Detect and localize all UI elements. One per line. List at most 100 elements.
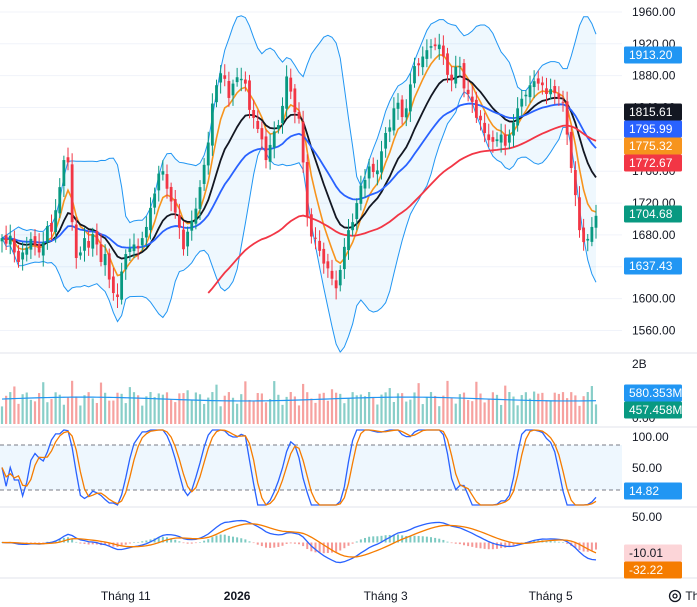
macd-histogram-bar [384,535,387,543]
candle [177,203,181,239]
volume-bar [5,395,8,424]
candle [264,129,268,169]
macd-histogram-bar [467,542,470,547]
volume-bar [281,404,284,424]
volume-bar [269,398,272,424]
macd-histogram-bar [331,542,333,553]
volume-bar [372,397,375,424]
macd-histogram-bar [549,540,552,543]
candle [268,134,272,170]
candle [124,249,128,280]
macd-histogram-bar [223,534,226,543]
macd-histogram-bar [298,542,300,545]
volume-bar [545,400,548,424]
volume-bar [54,392,57,424]
time-axis[interactable]: Tháng 11 2026 Tháng 3 Tháng 5 Tháng 7 [101,589,697,603]
candle-body [149,207,152,231]
candle [149,197,152,240]
volume-bar [586,392,589,424]
candle [190,210,194,241]
volume-bar [302,383,305,424]
macd-histogram-bar [413,535,416,543]
price-tag: 1913.20 [624,46,682,64]
volume-bar [512,396,515,424]
volume-bar [50,399,53,424]
candle-body [437,44,441,50]
candle-body [87,241,91,248]
candle [590,217,594,247]
candle-body [66,157,70,163]
candle [276,119,280,134]
volume-bar [273,381,276,424]
candle [359,175,363,211]
candle [252,99,256,129]
macd-histogram-bar [491,542,494,550]
candle-body [384,132,388,149]
candle-body [549,89,553,95]
candle [433,37,437,51]
macd-histogram-bar [417,535,420,543]
candle [128,238,132,261]
candle-body [252,109,256,118]
candle-body [182,229,185,250]
volume-bar [141,405,144,424]
candle [260,121,264,151]
candle-body [516,108,520,126]
candle-body [50,222,53,232]
volume-bar [223,395,226,424]
candle [37,233,41,258]
macd-histogram-bar [145,540,148,543]
volume-tag-bg [624,401,682,419]
volume-bar [388,388,391,424]
price-tag-bg [624,103,682,121]
volume-bar [442,395,445,424]
candle [561,90,565,112]
candle-body [120,271,124,300]
candle-body [380,151,383,173]
macd-histogram-bar [438,538,441,543]
macd-histogram-bar [302,542,305,547]
candle [29,232,33,259]
macd-histogram-bar [194,542,197,544]
settings-icon[interactable] [668,589,682,603]
candle [91,227,95,257]
volume-bar [590,386,593,424]
candle-body [441,45,445,57]
candle-body [355,203,359,220]
candle [363,169,367,198]
volume-bar [495,394,499,424]
candle [206,131,210,175]
stoch-band [0,445,622,490]
volume-bar [462,392,466,424]
candle [396,93,400,120]
macd-histogram-bar [128,542,131,544]
price-tag-text: 1815.61 [629,105,673,119]
macd-histogram-bar [442,539,445,543]
candle [371,157,375,178]
volume-bar [570,392,573,424]
macd-histogram-bar [314,542,317,553]
candle [305,154,309,227]
candle [421,46,425,76]
candle-body [573,170,577,196]
macd-histogram-bar [285,542,288,544]
macd-histogram-bar [120,542,123,547]
macd-histogram-bar [240,538,243,543]
candle [594,204,598,239]
macd-histogram-bar [409,535,412,543]
candle [355,198,359,231]
time-tick-label: 2026 [224,589,251,603]
candle-body [124,254,128,270]
candle [70,153,74,231]
volume-bar [318,393,321,424]
macd-histogram-bar [289,542,292,544]
volume-bar [467,400,470,424]
volume-bar [384,392,387,424]
stoch-tag-bg [624,482,682,500]
macd-histogram-bar [71,539,74,543]
candle-body [408,84,412,112]
bollinger-upper-line [1,15,597,239]
candle [479,110,482,131]
